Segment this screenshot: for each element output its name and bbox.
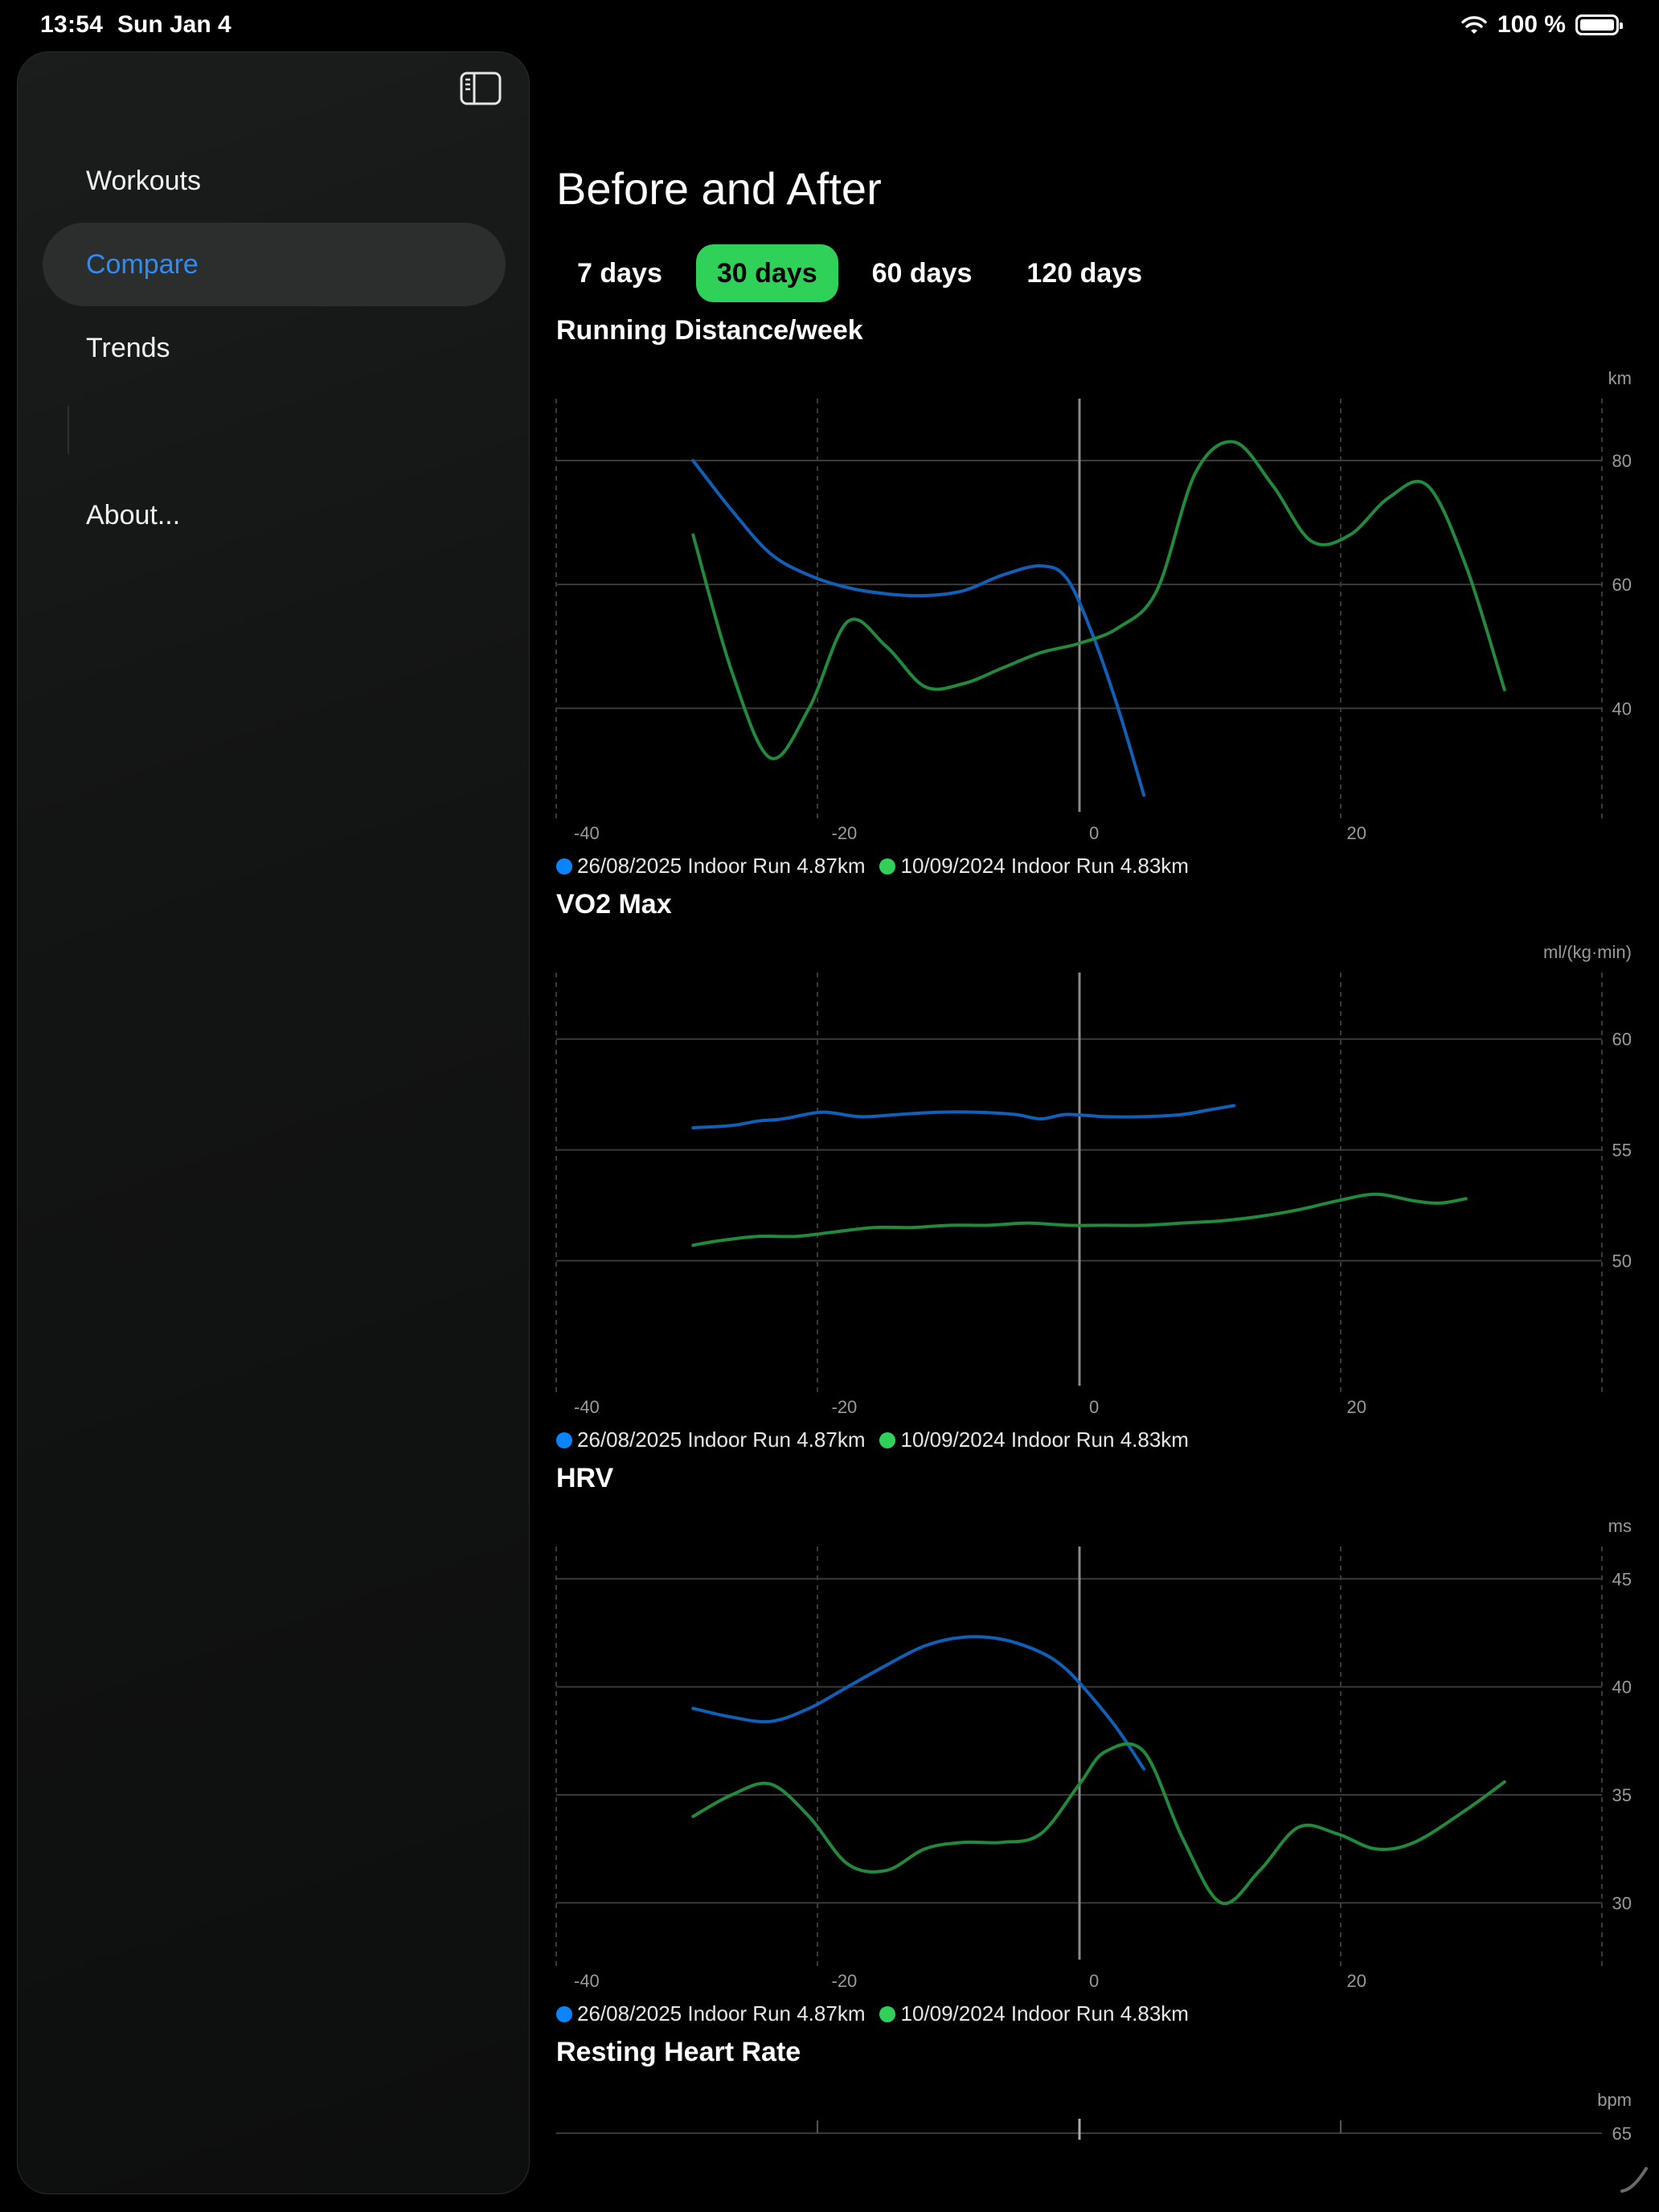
battery-icon [1575,14,1623,35]
series-line-blue [691,1635,1146,1771]
x-tick-label: 20 [1347,1971,1366,1991]
y-tick-label: 80 [1612,451,1632,471]
series-line-green [691,1192,1468,1247]
sidebar-toggle-icon[interactable] [460,72,502,105]
legend-item: 26/08/2025 Indoor Run 4.87km [556,854,865,879]
chart-vo2max: ml/(kg·min) 50 55 60 -40 -20 0 20 [555,942,1632,1417]
series-line-blue [691,459,1146,797]
x-tick-label: -40 [574,1397,600,1417]
y-tick-label: 60 [1612,1030,1632,1050]
chart-title-resting-hr: Resting Heart Rate [556,2037,801,2067]
legend-item: 26/08/2025 Indoor Run 4.87km [556,1428,865,1452]
legend-item: 10/09/2024 Indoor Run 4.83km [879,2001,1189,2026]
sidebar-item-label: Compare [86,248,199,280]
status-time: 13:54 [40,11,104,38]
x-tick-label: -20 [832,823,858,843]
sidebar-item-workouts[interactable]: Workouts [43,139,506,223]
chart-resting-hr: bpm 65 [556,2090,1632,2144]
x-tick-label: 0 [1089,1397,1099,1417]
legend-dot-blue [556,1432,572,1448]
legend-label: 26/08/2025 Indoor Run 4.87km [577,1428,866,1452]
x-tick-label: 20 [1347,1397,1366,1417]
axis-unit-label: ms [1608,1516,1632,1536]
series-line-green [691,440,1506,760]
series-line-blue [691,1104,1236,1130]
legend-item: 10/09/2024 Indoor Run 4.83km [879,854,1189,879]
legend-label: 26/08/2025 Indoor Run 4.87km [577,2001,866,2026]
legend-label: 10/09/2024 Indoor Run 4.83km [900,1428,1189,1452]
legend-vo2max: 26/08/2025 Indoor Run 4.87km 10/09/2024 … [556,1428,1203,1452]
tab-30-days[interactable]: 30 days [695,244,838,302]
x-tick-label: 0 [1089,1971,1099,1991]
status-date: Sun Jan 4 [117,11,231,38]
scroll-indicator-icon [1620,2167,1648,2193]
legend-dot-blue [556,858,572,875]
chart-running-distance: km 40 60 80 -40 -20 0 20 [555,368,1632,843]
x-tick-label: -20 [832,1397,858,1417]
period-tabs: 7 days 30 days 60 days 120 days [556,244,1176,302]
status-bar: 13:54 Sun Jan 4 100 % [0,0,1659,51]
sidebar-item-label: Workouts [86,165,201,196]
axis-unit-label: ml/(kg·min) [1543,942,1632,962]
legend-hrv: 26/08/2025 Indoor Run 4.87km 10/09/2024 … [556,2001,1203,2026]
status-right: 100 % [1460,11,1623,39]
sidebar: Workouts Compare Trends About... [17,51,530,2194]
legend-label: 10/09/2024 Indoor Run 4.83km [900,854,1189,878]
legend-label: 10/09/2024 Indoor Run 4.83km [900,2001,1189,2026]
y-tick-label: 40 [1612,1677,1632,1698]
chart-hrv: ms 30 35 40 45 -40 -20 0 20 [555,1516,1632,1991]
legend-item: 26/08/2025 Indoor Run 4.87km [556,2001,865,2026]
y-tick-label: 35 [1612,1785,1632,1805]
y-tick-label: 45 [1612,1569,1632,1589]
y-tick-label: 55 [1612,1141,1632,1161]
sidebar-item-compare[interactable]: Compare [43,223,506,306]
x-tick-label: -40 [574,823,600,843]
y-tick-label: 40 [1612,698,1632,719]
axis-unit-label: bpm [1597,2090,1632,2110]
tab-7-days[interactable]: 7 days [577,257,662,289]
legend-item: 10/09/2024 Indoor Run 4.83km [879,1428,1189,1452]
axis-unit-label: km [1608,368,1632,388]
y-tick-label: 65 [1612,2124,1632,2144]
y-tick-label: 50 [1612,1251,1632,1272]
sidebar-item-label: Trends [86,332,170,363]
y-tick-label: 60 [1612,575,1632,595]
legend-label: 26/08/2025 Indoor Run 4.87km [577,854,866,878]
chart-title-hrv: HRV [556,1463,614,1493]
x-tick-label: 0 [1089,823,1099,843]
x-tick-label: -20 [832,1971,858,1991]
battery-percent: 100 % [1497,11,1566,38]
sidebar-item-label: About... [86,499,181,530]
x-tick-label: -40 [574,1971,600,1991]
tab-120-days[interactable]: 120 days [1026,257,1143,289]
wifi-icon [1461,16,1487,34]
chart-title-vo2max: VO2 Max [556,889,672,920]
legend-dot-green [879,858,896,875]
y-tick-label: 30 [1612,1893,1632,1913]
chart-title-running-distance: Running Distance/week [556,315,863,346]
sidebar-item-trends[interactable]: Trends [43,306,506,390]
legend-dot-green [879,2005,896,2022]
tab-60-days[interactable]: 60 days [871,257,973,289]
sidebar-divider [68,406,69,454]
legend-dot-blue [556,2005,572,2022]
series-line-green [691,1742,1506,1906]
legend-dot-green [879,1432,896,1448]
sidebar-item-about[interactable]: About... [43,473,506,557]
x-tick-label: 20 [1347,823,1366,843]
legend-running-distance: 26/08/2025 Indoor Run 4.87km 10/09/2024 … [556,854,1203,879]
page-title: Before and After [556,163,882,214]
